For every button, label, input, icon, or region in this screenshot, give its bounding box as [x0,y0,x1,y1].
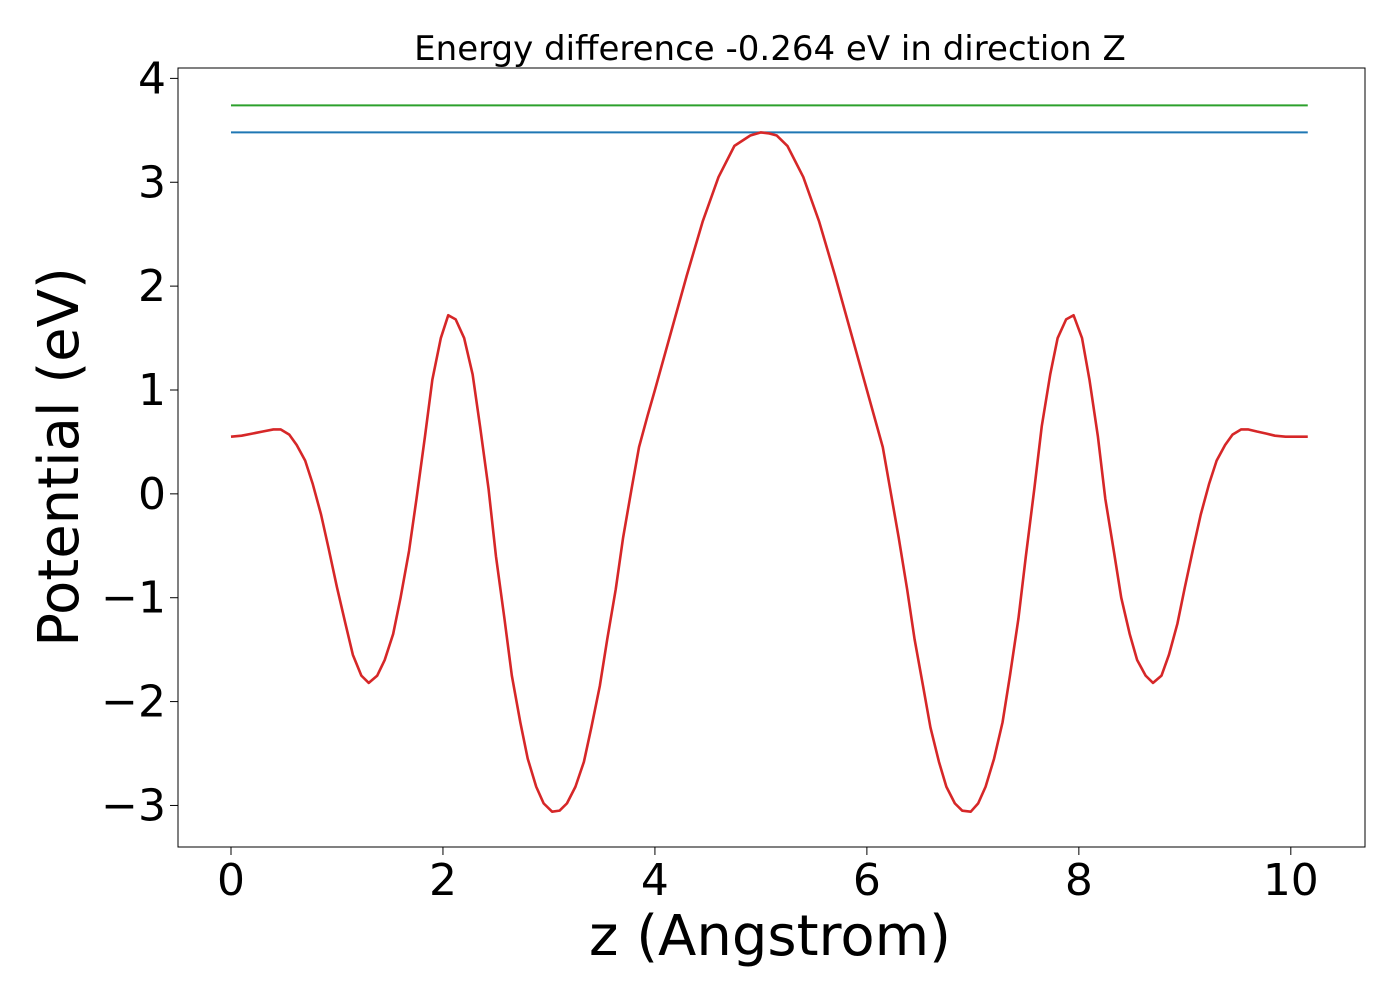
y-tick-label: 2 [138,261,166,312]
y-axis-label: Potential (eV) [27,267,92,647]
x-tick-label: 10 [1263,855,1319,906]
y-tick-label: 4 [138,53,166,104]
x-tick-label: 6 [853,855,881,906]
y-tick-label: −2 [101,677,166,728]
plot-lines [230,104,1308,813]
x-tick-label: 4 [641,855,669,906]
y-tick-label: 0 [138,469,166,520]
y-tick-label: 1 [138,365,166,416]
x-axis: 0 2 4 6 8 10 [217,847,1319,906]
y-axis: −3 −2 −1 0 1 2 3 4 [101,53,178,831]
x-tick-label: 2 [429,855,457,906]
y-tick-label: −1 [101,573,166,624]
series-line-2 [230,131,1308,813]
y-tick-label: 3 [138,157,166,208]
y-tick-label: −3 [101,780,166,831]
chart-title: Energy difference -0.264 eV in direction… [414,29,1126,69]
x-tick-label: 8 [1065,855,1093,906]
x-tick-label: 0 [217,855,245,906]
x-axis-label: z (Angstrom) [589,904,951,969]
plot-frame [177,67,1366,848]
